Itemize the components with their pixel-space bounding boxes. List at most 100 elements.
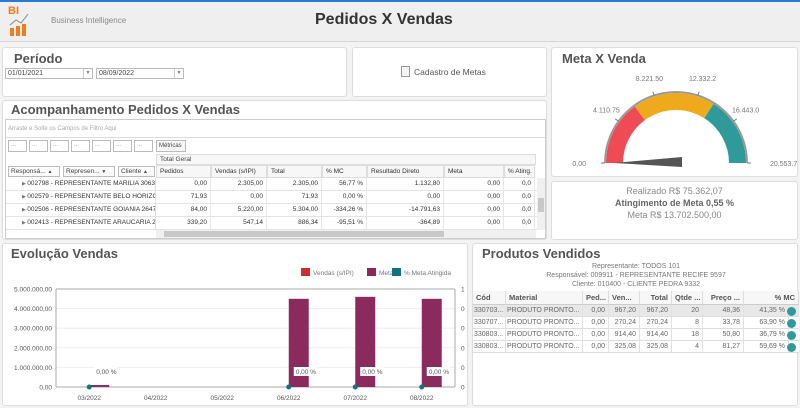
table-cell: 59,69 %: [744, 341, 789, 353]
field-button[interactable]: ...: [50, 140, 69, 152]
produtos-info-line: Cliente: 010400 - CLIENTE PEDRA 9332: [571, 281, 700, 288]
gauge-segment: [704, 103, 746, 163]
table-cell: 4: [672, 341, 703, 353]
table-cell: 48,36: [703, 305, 744, 317]
field-button[interactable]: ...: [134, 140, 153, 152]
row-header-label: Responsá...: [11, 168, 46, 175]
table-cell: 914,40: [609, 329, 640, 341]
table-cell: PRODUTO PRONTO...: [506, 305, 583, 317]
table-cell: 967,20: [640, 305, 672, 317]
table-cell: 270,24: [640, 317, 672, 329]
cadastro-metas-button[interactable]: Cadastro de Metas: [352, 47, 547, 97]
row-expand-toggle[interactable]: ▶ 002506 - REPRESENTANTE GOIANIA 2647: [22, 204, 156, 216]
filter-drop-area[interactable]: Arraste e Solte os Campos de Filtro Aqui: [6, 120, 545, 138]
table-row[interactable]: [473, 305, 799, 317]
y-tick-label: 3.000.000,00: [14, 326, 52, 333]
chevron-down-icon[interactable]: ▼: [83, 69, 92, 78]
metricas-button[interactable]: Métricas: [156, 140, 186, 152]
status-indicator-icon: [787, 331, 796, 340]
field-button[interactable]: ...: [113, 140, 132, 152]
start-date-picker[interactable]: 01/01/2021 ▼: [5, 68, 93, 79]
column-header[interactable]: Qtde ...: [672, 291, 703, 305]
bi-logo: BI: [8, 5, 30, 37]
column-header[interactable]: Total: [640, 291, 672, 305]
table-row[interactable]: [6, 217, 537, 230]
gauge-tick-label: 8.221.50: [636, 76, 663, 83]
table-row[interactable]: [473, 341, 799, 353]
gauge-tick-label: 12.332.2: [689, 76, 716, 83]
column-header[interactable]: % Ating. M: [504, 165, 535, 178]
meta-bar: [288, 298, 309, 387]
sort-asc-icon: ▲: [47, 169, 53, 175]
column-header[interactable]: Material: [506, 291, 583, 305]
column-header[interactable]: Preço ...: [703, 291, 744, 305]
x-tick-label: 03/2022: [78, 395, 102, 402]
field-button[interactable]: ...: [71, 140, 90, 152]
resumo-panel: Realizado R$ 75.362,07 Atingimento de Me…: [551, 181, 798, 240]
total-geral-header: Total Geral: [156, 154, 536, 165]
table-cell: 0,00: [156, 178, 211, 190]
table-cell: PRODUTO PRONTO...: [506, 317, 583, 329]
field-button[interactable]: ...: [8, 140, 27, 152]
field-button[interactable]: ...: [92, 140, 111, 152]
table-cell: 0,00: [444, 191, 504, 203]
point-label: 0,00 %: [429, 369, 449, 376]
table-row[interactable]: [6, 204, 537, 217]
field-button[interactable]: ...: [29, 140, 48, 152]
row-header-button[interactable]: Cliente ▲: [118, 166, 155, 177]
row-expand-toggle[interactable]: ▶ 002798 - REPRESENTANTE MARILIA 3063: [22, 178, 156, 190]
gauge-tick: [733, 118, 737, 122]
column-header[interactable]: Vendas (s/IPI): [211, 165, 267, 178]
y2-tick-label: 0: [461, 365, 465, 372]
column-header[interactable]: % MC: [322, 165, 367, 178]
table-cell: 0,00: [211, 191, 267, 203]
point-label: 0,00 %: [96, 369, 116, 376]
column-header[interactable]: Total: [267, 165, 322, 178]
table-cell: 8: [672, 317, 703, 329]
evolucao-title: Evolução Vendas: [11, 246, 118, 261]
y2-tick-label: 0: [461, 306, 465, 313]
table-cell: 0,0: [504, 178, 535, 190]
table-cell: 0,00: [444, 217, 504, 229]
x-tick-label: 04/2022: [144, 395, 168, 402]
legend-label: Vendas (s/IPI): [313, 270, 354, 277]
vertical-scrollbar[interactable]: [537, 178, 545, 230]
legend-swatch: [301, 268, 310, 276]
column-header[interactable]: Ven...: [609, 291, 640, 305]
row-expand-toggle[interactable]: ▶ 002579 - REPRESENTANTE BELO HORIZON...: [22, 191, 156, 203]
meta-atingida-point: [86, 384, 92, 390]
table-cell: 20: [672, 305, 703, 317]
column-header[interactable]: % MC: [744, 291, 799, 305]
y-tick-label: 2.000.000,00: [14, 345, 52, 352]
horizontal-scrollbar[interactable]: [156, 230, 536, 238]
end-date-value: 08/09/2022: [99, 70, 135, 77]
x-tick-label: 07/2022: [344, 395, 368, 402]
row-expand-toggle[interactable]: ▶ 002413 - REPRESENTANTE ARAUCARIA 2186: [22, 217, 156, 229]
chevron-down-icon[interactable]: ▼: [174, 69, 183, 78]
gauge-segment: [606, 106, 645, 163]
gauge-tick-label: 4.110.75: [593, 107, 620, 114]
periodo-title: Período: [14, 51, 63, 66]
table-cell: 2.305,00: [211, 178, 267, 190]
table-row[interactable]: [6, 178, 537, 191]
row-label: 002506 - REPRESENTANTE GOIANIA 2647: [27, 206, 156, 213]
status-indicator-icon: [787, 319, 796, 328]
column-header[interactable]: Cód: [473, 291, 506, 305]
table-row[interactable]: [6, 191, 537, 204]
end-date-picker[interactable]: 08/09/2022 ▼: [96, 68, 184, 79]
column-header[interactable]: Resultado Direto: [367, 165, 444, 178]
table-cell: 1.132,80: [367, 178, 444, 190]
row-header-button[interactable]: Responsá... ▲: [8, 166, 60, 177]
table-row[interactable]: [473, 329, 799, 341]
point-label-bg: [94, 367, 118, 376]
column-header[interactable]: Pedidos: [156, 165, 211, 178]
row-header-button[interactable]: Represen... ▼: [63, 166, 115, 177]
table-cell: 5.220,00: [211, 204, 267, 216]
column-header[interactable]: Ped...: [583, 291, 609, 305]
table-row[interactable]: [473, 317, 799, 329]
table-cell: 2.305,00: [267, 178, 322, 190]
gauge-outline: [604, 91, 748, 164]
expand-arrow-icon: ▶: [22, 220, 28, 226]
legend-swatch: [392, 268, 401, 276]
column-header[interactable]: Meta: [444, 165, 504, 178]
